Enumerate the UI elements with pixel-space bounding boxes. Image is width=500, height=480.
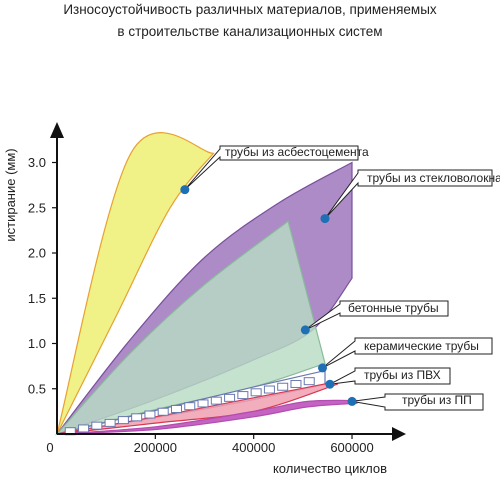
- x-tick-label: 200000: [134, 440, 177, 455]
- series-5-label: трубы из ПВХ: [364, 368, 441, 382]
- ceramic-hatch-mark: [224, 393, 236, 402]
- series-6-callout-box: [351, 393, 484, 411]
- ceramic-hatch-mark: [131, 413, 143, 422]
- series-2-marker: [320, 214, 330, 224]
- series-1-label: трубы из асбестоцемента: [225, 145, 369, 159]
- series-4-callout-box: [322, 337, 493, 369]
- chart-axes: [50, 122, 406, 441]
- x-tick-label: 600000: [330, 440, 373, 455]
- series-6-label: трубы из ПП: [402, 393, 472, 407]
- ceramic-hatch-mark: [263, 385, 275, 394]
- series-3-callout-box: [305, 300, 449, 331]
- y-tick-label: 0.5: [28, 381, 46, 396]
- ceramic-hatch-mark: [197, 399, 209, 408]
- x-tick-label: 0: [46, 440, 53, 455]
- chart-title: Износоустойчивость различных материалов,…: [63, 2, 437, 17]
- series-5-marker: [325, 379, 335, 389]
- series-3-area: [55, 220, 326, 436]
- ceramic-hatch-mark: [290, 379, 302, 388]
- series-2-callout-box: [324, 169, 493, 219]
- ceramic-hatch-mark: [157, 407, 169, 416]
- y-tick-label: 1.5: [28, 291, 46, 306]
- ceramic-hatch-mark: [250, 388, 262, 397]
- series-4-marker: [318, 363, 328, 373]
- y-tick-label: 2.0: [28, 246, 46, 261]
- y-tick-label: 3.0: [28, 155, 46, 170]
- chart-callouts: трубы из асбестоцемента трубы из стеклово…: [180, 145, 500, 411]
- chart-ticks: 3.0 2.5 2.0 1.5 1.0 0.5 0 200000 400000 600000: [28, 155, 374, 455]
- y-tick-label: 2.5: [28, 200, 46, 215]
- ceramic-hatch-mark: [78, 424, 90, 433]
- ceramic-hatch-mark: [237, 391, 249, 400]
- y-axis-label: истирание (мм): [3, 148, 18, 241]
- ceramic-hatch-mark: [91, 421, 103, 430]
- series-4-label: керамические трубы: [364, 339, 479, 353]
- y-axis-arrow: [50, 122, 64, 138]
- ceramic-hatch-mark: [303, 377, 315, 386]
- x-axis-label: количество циклов: [273, 461, 387, 476]
- x-axis-arrow: [392, 427, 406, 441]
- series-1-callout-box: [184, 145, 359, 190]
- series-3-marker: [300, 325, 310, 335]
- series-1-marker: [180, 185, 190, 195]
- ceramic-hatch-mark: [184, 402, 196, 411]
- x-tick-label: 400000: [232, 440, 275, 455]
- chart-subtitle: в строительстве канализационных систем: [117, 24, 382, 39]
- series-2-label: трубы из стекловолокна: [367, 171, 500, 185]
- ceramic-hatch-mark: [277, 382, 289, 391]
- ceramic-hatch-mark: [144, 410, 156, 419]
- series-6-marker: [347, 396, 357, 406]
- series-5-callout-box: [329, 367, 451, 385]
- y-tick-label: 1.0: [28, 336, 46, 351]
- ceramic-hatch-mark: [170, 404, 182, 413]
- ceramic-hatch-mark: [117, 416, 129, 425]
- series-3-label: бетонные трубы: [348, 301, 439, 315]
- ceramic-hatch-mark: [104, 418, 116, 427]
- ceramic-hatch-mark: [210, 396, 222, 405]
- chart-areas: [55, 132, 358, 436]
- series-1-area: [56, 132, 215, 435]
